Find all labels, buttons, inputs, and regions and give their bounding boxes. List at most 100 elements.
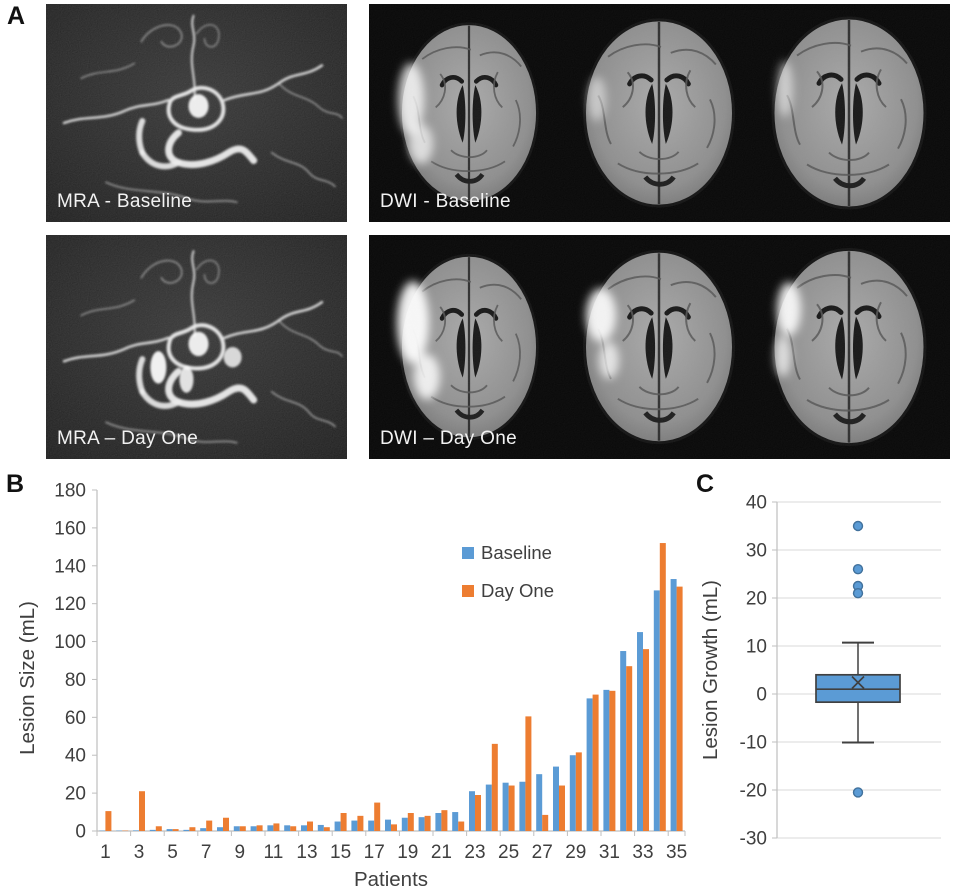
bar-p26-baseline (519, 781, 526, 831)
bar-p14-dayone (323, 827, 330, 831)
b-y-tick-label: 80 (65, 670, 86, 691)
dayone-bars (105, 543, 683, 832)
bar-p11-baseline (267, 825, 274, 831)
bar-p21-baseline (435, 813, 442, 831)
dwi-dayone-caption: DWI – Day One (380, 428, 517, 449)
dwi-baseline-art (369, 4, 950, 222)
outlier-point (852, 587, 864, 599)
b-y-tick-label: 160 (54, 518, 86, 539)
b-x-tick-label: 25 (498, 842, 519, 863)
panel-a-letter: A (7, 2, 26, 30)
b-x-axis-title: Patients (354, 868, 428, 891)
b-titles: Lesion Size (mL) Patients (16, 601, 428, 891)
c-y-tick-label: 10 (746, 637, 767, 658)
bar-p29-dayone (575, 752, 582, 831)
bar-p32-baseline (620, 651, 627, 831)
b-y-axis-title: Lesion Size (mL) (16, 601, 39, 755)
bar-p7-baseline (200, 828, 207, 831)
mra-dayone-bright-vessels (150, 347, 242, 393)
bar-p33-dayone (643, 649, 649, 831)
b-x-tick-label: 15 (330, 842, 351, 863)
bar-p29-baseline (569, 755, 576, 831)
bar-p31-dayone (609, 690, 616, 831)
bar-p12-baseline (284, 825, 291, 831)
b-y-tick-label: 20 (65, 784, 86, 805)
bar-p28-dayone (559, 785, 565, 831)
bar-p6-dayone (189, 827, 196, 831)
b-y-tick-label: 180 (54, 481, 86, 502)
c-y-axis-title: Lesion Growth (mL) (699, 580, 722, 760)
bar-p33-baseline (637, 632, 643, 831)
dwi-dayone-art (369, 235, 950, 459)
b-x-tick-label: 11 (264, 842, 284, 863)
outlier-points (852, 520, 864, 798)
mra-baseline-art (46, 4, 347, 222)
box-and-whiskers (815, 641, 901, 744)
c-y-tick-label: -20 (740, 781, 767, 802)
b-x-tick-label: 1 (100, 842, 111, 863)
bar-p20-dayone (424, 815, 431, 831)
bar-p23-baseline (469, 791, 475, 831)
bar-p1-dayone (105, 811, 112, 831)
b-x-tick-label: 5 (167, 842, 178, 863)
b-x-tick-label: 27 (532, 842, 553, 863)
bar-p17-baseline (368, 820, 375, 831)
bar-p30-dayone (592, 694, 599, 831)
bar-p35-dayone (676, 586, 683, 831)
bar-p27-baseline (536, 774, 543, 831)
b-x-tick-label: 13 (296, 842, 317, 863)
b-x-tick-label: 17 (364, 842, 385, 863)
bar-p17-dayone (374, 802, 381, 831)
bar-p8-baseline (217, 827, 223, 831)
outlier-point (852, 787, 864, 798)
bar-p25-dayone (508, 785, 515, 831)
b-y-tick-label: 60 (65, 708, 86, 729)
bar-p4-baseline (149, 829, 156, 831)
dwi-baseline-caption: DWI - Baseline (380, 191, 511, 212)
bar-p24-baseline (485, 784, 492, 831)
bar-p28-baseline (553, 766, 559, 831)
c-y-tick-label: 40 (746, 493, 767, 514)
panel-b-letter: B (6, 470, 25, 498)
b-x-tick-label: 21 (431, 842, 452, 863)
lesion-growth-boxplot: -30 -20 -10 0 10 20 30 40 Lesion Growth (mL) (699, 493, 941, 850)
bar-p19-baseline (401, 817, 408, 831)
b-x-tick-label: 31 (599, 842, 620, 863)
b-x-tick-label: 29 (565, 842, 586, 863)
b-x-tick-label: 19 (397, 842, 418, 863)
bar-p8-dayone (223, 817, 229, 831)
bar-p11-dayone (273, 823, 280, 831)
bar-p20-baseline (418, 817, 425, 831)
bar-p13-dayone (307, 821, 313, 831)
legend-swatch-dayone (462, 585, 474, 597)
bar-p18-baseline (385, 819, 391, 831)
mra-dayone-art (46, 235, 347, 459)
bar-p9-dayone (239, 826, 246, 831)
bar-p25-baseline (502, 782, 509, 831)
bar-p10-baseline (250, 826, 257, 831)
bar-p3-dayone (139, 791, 145, 831)
bar-p5-dayone (172, 829, 179, 831)
bar-p16-dayone (357, 815, 364, 831)
c-y-tick-label: 30 (746, 541, 767, 562)
b-x-tick-label: 35 (666, 842, 687, 863)
mra-baseline-caption: MRA - Baseline (57, 191, 193, 212)
b-y-tick-label: 0 (75, 822, 86, 843)
c-y-tick-label: 0 (756, 685, 767, 706)
mra-dayone-image: MRA – Day One (46, 235, 347, 459)
bar-p30-baseline (586, 698, 593, 831)
b-y-tick-label: 100 (54, 632, 86, 653)
b-x-tick-label: 33 (632, 842, 653, 863)
c-axes: -30 -20 -10 0 10 20 30 40 Lesion Growth (mL) (699, 493, 941, 850)
mra-dayone-caption: MRA – Day One (57, 428, 199, 449)
bar-p23-dayone (475, 795, 481, 831)
bar-p13-baseline (301, 825, 307, 831)
bar-p21-dayone (441, 810, 448, 831)
legend-swatch-baseline (462, 547, 474, 559)
bar-p35-baseline (670, 579, 677, 831)
bar-p15-dayone (340, 813, 347, 831)
bar-p31-baseline (603, 689, 610, 831)
c-y-tick-label: 20 (746, 589, 767, 610)
